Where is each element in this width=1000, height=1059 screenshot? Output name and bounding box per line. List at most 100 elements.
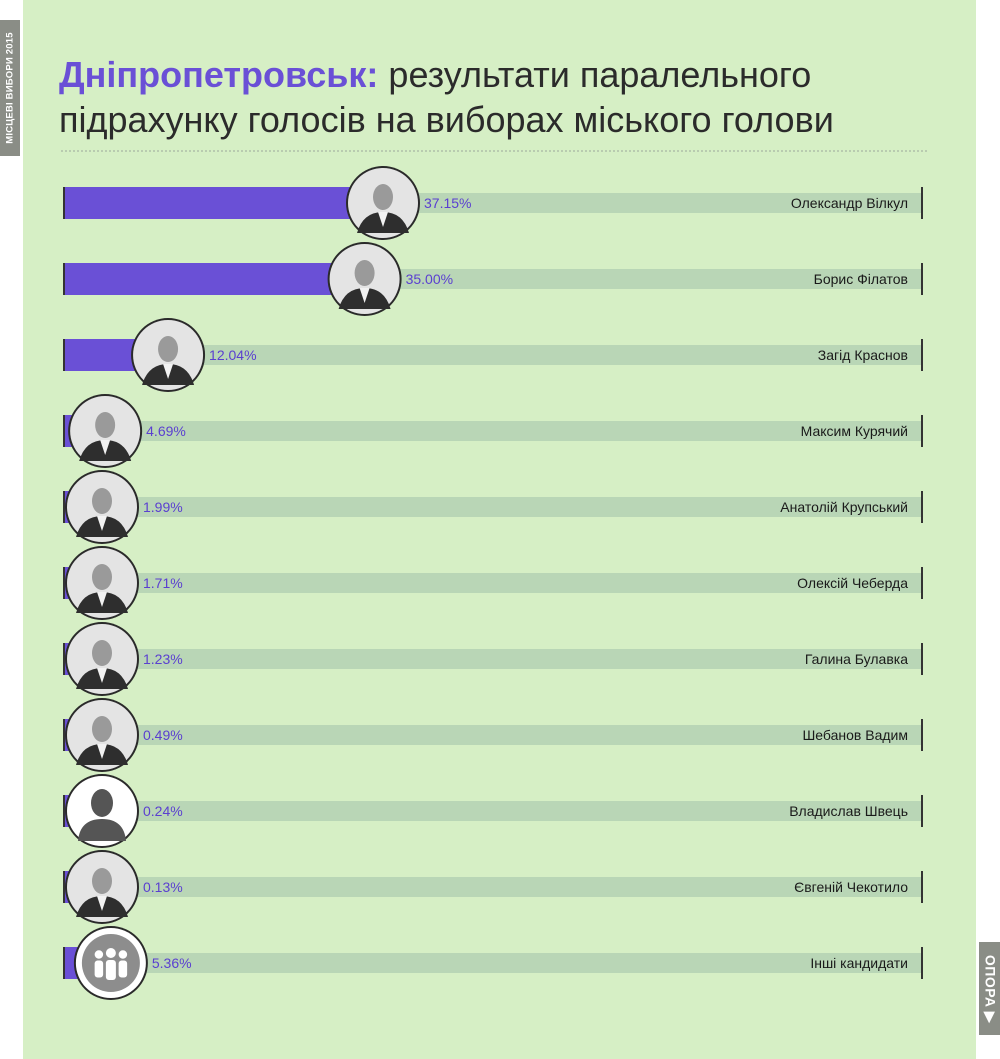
axis-left-cap [63,719,65,751]
avatar-face [92,868,112,894]
avatar-face [92,488,112,514]
bar-track [65,649,921,669]
candidate-avatar [65,698,139,772]
avatar-collar [97,592,107,607]
group-person-head [118,950,128,959]
category-label: Владислав Швець [789,803,908,819]
silhouette-body [78,819,126,841]
axis-right-cap [921,947,923,979]
value-label: 0.24% [143,803,183,819]
axis-left-cap [63,187,65,219]
candidate-avatar [346,166,421,240]
category-label: Борис Філатов [814,271,908,287]
axis-left-cap [63,947,65,979]
category-label: Максим Курячий [801,423,908,439]
axis-right-cap [921,491,923,523]
category-label: Загід Краснов [818,347,908,363]
axis-right-cap [921,187,923,219]
bar-track [65,953,921,973]
group-person-body [94,960,104,978]
avatar-collar [163,364,174,379]
group-person-head [94,950,104,959]
axis-right-cap [921,567,923,599]
candidate-avatar [131,318,206,392]
category-label: Анатолій Крупський [780,499,908,515]
axis-left-cap [63,567,65,599]
bar-row: 5.36% Інші кандидати [63,926,923,1000]
value-label: 1.23% [143,651,183,667]
value-label: 5.36% [152,955,192,971]
axis-right-cap [921,719,923,751]
category-label: Інші кандидати [810,955,908,971]
axis-right-cap [921,263,923,295]
title-city: Дніпропетровськ: [59,54,379,95]
bar-row: 0.24% Владислав Швець [63,774,923,848]
bar-track [65,573,921,593]
avatar-collar [100,440,111,455]
candidate-avatar [68,394,143,468]
value-label: 0.13% [143,879,183,895]
candidate-avatar [65,546,139,620]
bar-row: 35.00% Борис Філатов [63,242,923,316]
value-label: 1.99% [143,499,183,515]
value-label: 12.04% [209,347,256,363]
axis-right-cap [921,415,923,447]
bar-row: 4.69% Максим Курячий [63,394,923,468]
category-label: Олексій Чеберда [797,575,908,591]
avatar-face [373,184,394,210]
axis-right-cap [921,643,923,675]
bar [65,263,365,295]
bar-row: 12.04% Загід Краснов [63,318,923,392]
axis-left-cap [63,263,65,295]
axis-right-cap [921,795,923,827]
bar-row: 0.49% Шебанов Вадим [63,698,923,772]
bar-track [65,725,921,745]
avatar-collar [97,516,107,531]
avatar-face [95,412,116,438]
title-divider [61,150,927,152]
category-label: Шебанов Вадим [802,727,908,743]
value-label: 4.69% [146,423,186,439]
bar-track [65,877,921,897]
avatar-face [92,716,112,742]
candidate-avatar [327,242,402,316]
candidate-avatar [65,470,139,544]
side-label: МІСЦЕВІ ВИБОРИ 2015 [0,20,20,156]
bar-row: 1.23% Галина Булавка [63,622,923,696]
group-person-head [105,948,116,958]
bar-track [65,497,921,517]
category-label: Олександр Вілкул [791,195,908,211]
avatar-face [92,640,112,666]
axis-left-cap [63,643,65,675]
bar-row: 37.15% Олександр Вілкул [63,166,923,240]
axis-left-cap [63,795,65,827]
group-person-body [105,960,116,980]
avatar-collar [97,744,107,759]
avatar-face [354,260,375,286]
brand-logo: ОПОРА ▶ [979,942,1000,1035]
axis-left-cap [63,339,65,371]
bar-row: 1.99% Анатолій Крупський [63,470,923,544]
avatar-collar [359,288,370,303]
bar-track [65,421,921,441]
title-rest: результати паралельного підрахунку голос… [59,54,834,140]
value-label: 35.00% [406,271,453,287]
axis-left-cap [63,491,65,523]
candidate-avatar [65,622,139,696]
bar [65,187,384,219]
avatar-collar [378,212,389,227]
avatar-face [158,336,179,362]
chart-title: Дніпропетровськ: результати паралельного… [59,52,959,142]
avatar-face [92,564,112,590]
candidate-avatar [65,850,139,924]
axis-right-cap [921,339,923,371]
value-label: 37.15% [424,195,471,211]
brand-logo-text: ОПОРА ▶ [982,954,998,1023]
axis-right-cap [921,871,923,903]
bar-row: 0.13% Євгеній Чекотило [63,850,923,924]
person-silhouette-icon [65,774,139,848]
category-label: Галина Булавка [805,651,908,667]
group-person-body [118,960,128,978]
silhouette-head [91,789,113,817]
